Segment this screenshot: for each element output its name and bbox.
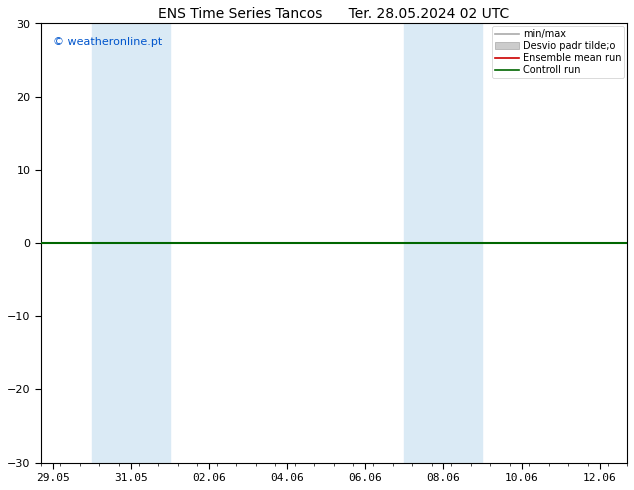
Bar <box>404 24 482 463</box>
Title: ENS Time Series Tancos      Ter. 28.05.2024 02 UTC: ENS Time Series Tancos Ter. 28.05.2024 0… <box>158 7 510 21</box>
Bar <box>92 24 170 463</box>
Text: © weatheronline.pt: © weatheronline.pt <box>53 37 162 47</box>
Legend: min/max, Desvio padr tilde;o, Ensemble mean run, Controll run: min/max, Desvio padr tilde;o, Ensemble m… <box>491 26 624 78</box>
